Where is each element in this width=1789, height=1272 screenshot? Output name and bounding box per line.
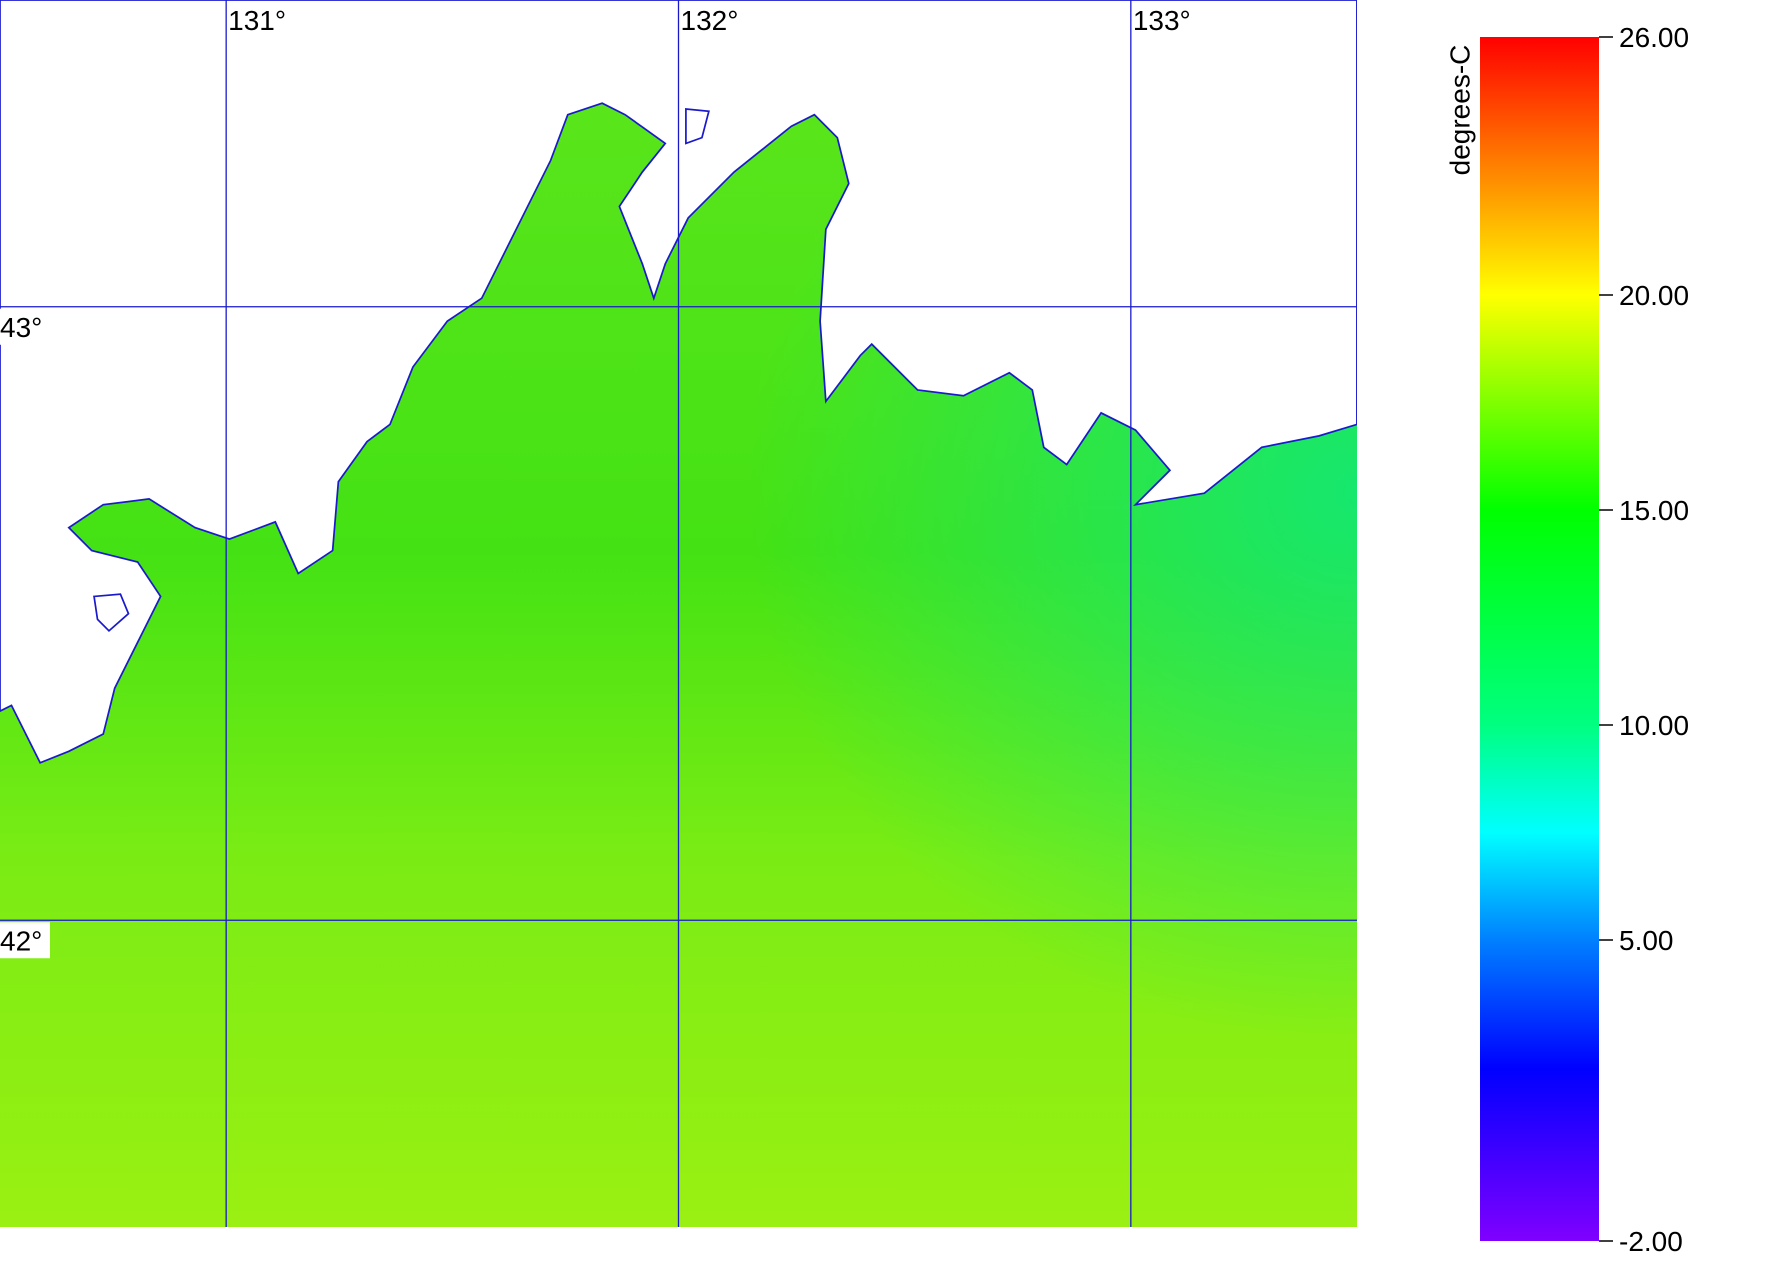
longitude-label: 131°: [228, 5, 286, 36]
colorbar-label: degrees-C: [1444, 45, 1475, 176]
colorbar-tick-label: 26.00: [1619, 22, 1689, 53]
colorbar: [1480, 37, 1599, 1241]
longitude-label: 132°: [681, 5, 739, 36]
colorbar-tick-label: 20.00: [1619, 280, 1689, 311]
latitude-label-bg: [0, 922, 50, 959]
colorbar-tick-label: 10.00: [1619, 710, 1689, 741]
colorbar-tick-label: 5.00: [1619, 925, 1674, 956]
colorbar-tick-label: 15.00: [1619, 495, 1689, 526]
longitude-label: 133°: [1133, 5, 1191, 36]
island: [685, 108, 710, 145]
colorbar-tick-label: -2.00: [1619, 1226, 1683, 1257]
latitude-label: 43°: [0, 312, 42, 343]
graticule: 131° 132° 133° 43° 42°: [0, 0, 1357, 1227]
island: [93, 593, 130, 633]
land: [0, 0, 1357, 764]
latitude-label: 42°: [0, 925, 42, 956]
latitude-label-bg: [0, 308, 50, 345]
